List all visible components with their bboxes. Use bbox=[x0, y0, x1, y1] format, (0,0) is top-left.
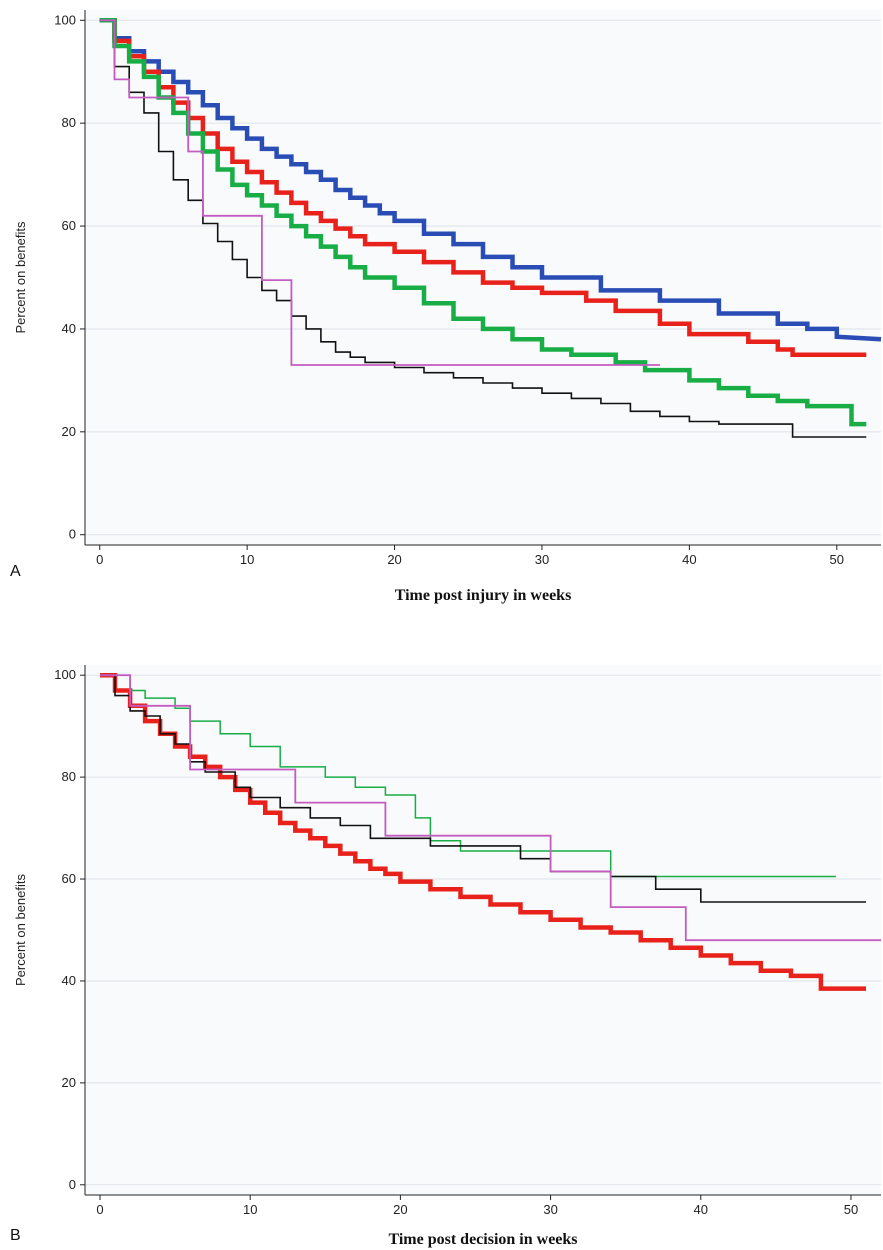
x-tick-label-b-20: 20 bbox=[393, 1202, 407, 1217]
x-tick-label-b-10: 10 bbox=[243, 1202, 257, 1217]
x-tick-label-b-30: 30 bbox=[543, 1202, 557, 1217]
y-axis-label-a: Percent on benefits bbox=[13, 221, 28, 334]
series-line-a-5 bbox=[99, 19, 660, 366]
y-tick-label-a-20: 20 bbox=[62, 424, 76, 439]
y-axis-label-b: Percent on benefits bbox=[13, 873, 28, 986]
chart-panel-b: 0 20 40 60 80 100 0 10 20 30 40 50 Percent on benefi… bbox=[0, 640, 883, 1250]
x-tick-label-b-50: 50 bbox=[844, 1202, 858, 1217]
y-tick-label-a-0: 0 bbox=[69, 527, 76, 542]
series-line-a-2 bbox=[99, 18, 867, 357]
panel-label-a: A bbox=[10, 563, 21, 580]
x-tick-label-a-20: 20 bbox=[387, 552, 401, 567]
x-axis-label-b: Time post decision in weeks bbox=[388, 1231, 577, 1248]
y-tick-label-b-40: 40 bbox=[62, 973, 76, 988]
x-axis-label-a: Time post injury in weeks bbox=[395, 587, 572, 604]
x-tick-label-a-40: 40 bbox=[682, 552, 696, 567]
y-tick-label-b-80: 80 bbox=[62, 769, 76, 784]
x-tick-label-a-0: 0 bbox=[96, 552, 103, 567]
series-line-b-2 bbox=[100, 674, 836, 878]
x-tick-label-a-50: 50 bbox=[830, 552, 844, 567]
y-tick-label-b-20: 20 bbox=[62, 1075, 76, 1090]
y-tick-label-a-40: 40 bbox=[62, 321, 76, 336]
x-tick-label-b-40: 40 bbox=[694, 1202, 708, 1217]
x-tick-label-a-30: 30 bbox=[535, 552, 549, 567]
x-tick-label-a-10: 10 bbox=[240, 552, 254, 567]
y-tick-label-b-100: 100 bbox=[54, 667, 76, 682]
y-tick-label-b-0: 0 bbox=[69, 1177, 76, 1192]
series-line-a-1 bbox=[99, 18, 882, 342]
series-line-b-4 bbox=[100, 674, 881, 942]
x-tick-label-b-0: 0 bbox=[96, 1202, 103, 1217]
chart-panel-a: 0 20 40 60 80 100 0 10 20 30 40 50 Percent on benefi… bbox=[0, 0, 883, 610]
plot-background-b bbox=[85, 665, 881, 1195]
y-tick-label-a-80: 80 bbox=[62, 115, 76, 130]
y-tick-label-a-60: 60 bbox=[62, 218, 76, 233]
series-line-a-4 bbox=[99, 19, 867, 438]
chart-a-plot: 0 20 40 60 80 100 0 10 20 30 40 50 Percent on benefi… bbox=[10, 10, 882, 604]
y-tick-label-b-60: 60 bbox=[62, 871, 76, 886]
panel-label-b: B bbox=[10, 1227, 21, 1244]
y-tick-label-a-100: 100 bbox=[54, 12, 76, 27]
chart-b-plot: 0 20 40 60 80 100 0 10 20 30 40 50 Percent on benefi… bbox=[10, 665, 881, 1248]
